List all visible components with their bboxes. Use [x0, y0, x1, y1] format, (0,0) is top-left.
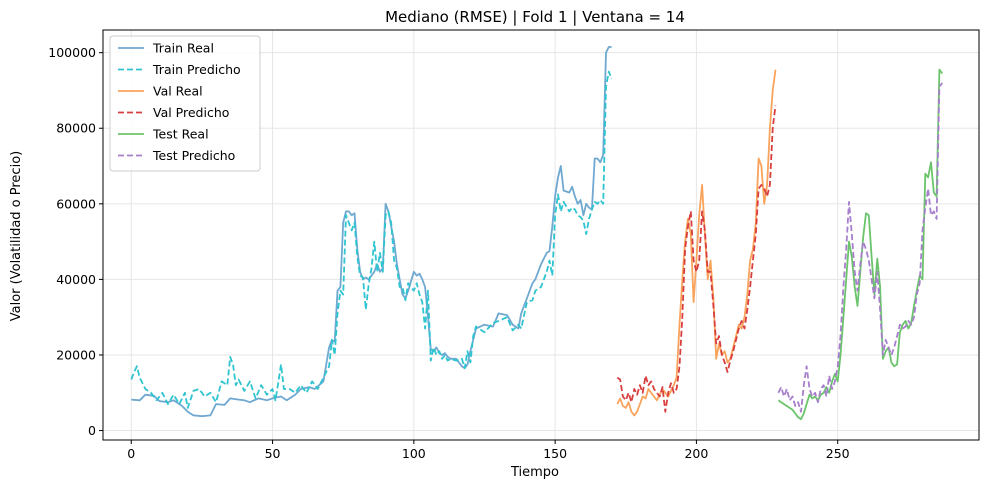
series-line-val-real: [616, 69, 777, 417]
legend-label-train-predicho: Train Predicho: [152, 62, 241, 77]
x-tick-label: 0: [127, 446, 135, 461]
legend-label-val-predicho: Val Predicho: [153, 105, 229, 120]
legend-label-val-real: Val Real: [153, 84, 203, 99]
legend-box: [109, 35, 261, 172]
x-tick-label: 200: [684, 446, 708, 461]
legend-label-train-real: Train Real: [152, 41, 214, 56]
series-line-train-real: [131, 46, 612, 418]
x-tick-label: 150: [543, 446, 567, 461]
x-axis-label: Tiempo: [510, 465, 559, 480]
y-tick-label: 100000: [48, 45, 96, 60]
y-tick-label: 20000: [56, 347, 96, 362]
x-tick-label: 100: [402, 446, 426, 461]
axis-ticks: 0 50 100 150 200 250 0 20000 40000 60000 80000 1000…: [48, 45, 849, 461]
series-line-train-predicho: [130, 70, 613, 409]
legend-label-test-predicho: Test Predicho: [152, 148, 235, 163]
x-tick-label: 250: [826, 446, 850, 461]
legend: Train Real Train Predicho Val Real Val Pred…: [109, 35, 261, 172]
series-lines: [130, 46, 944, 421]
y-axis-label: Valor (Volatilidad o Precio): [9, 151, 24, 321]
y-tick-label: 60000: [56, 196, 96, 211]
y-tick-label: 0: [88, 423, 96, 438]
y-tick-label: 40000: [56, 272, 96, 287]
series-line-val-predicho: [616, 105, 777, 413]
series-line-test-predicho: [777, 82, 944, 413]
y-tick-label: 80000: [56, 121, 96, 136]
x-tick-label: 50: [265, 446, 281, 461]
chart-title: Mediano (RMSE) | Fold 1 | Ventana = 14: [385, 8, 685, 26]
legend-label-test-real: Test Real: [152, 127, 209, 142]
grid: [103, 30, 979, 440]
plot-frame: [102, 29, 980, 441]
